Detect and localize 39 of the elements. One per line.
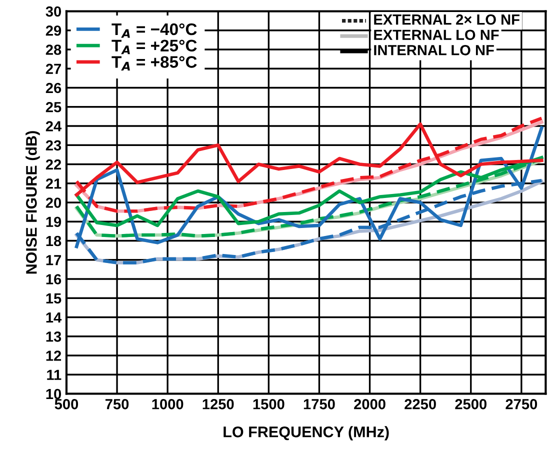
y-tick-label: 13 <box>46 331 62 342</box>
legend-label: T$_{A}$ = +85°C <box>112 56 197 70</box>
y-tick-label: 24 <box>46 121 62 132</box>
x-tick-label: 1250 <box>202 398 234 410</box>
x-tick-label: 1000 <box>152 398 184 410</box>
y-tick-label: 14 <box>46 312 62 323</box>
x-axis-title: LO FREQUENCY (MHz) <box>224 426 389 440</box>
annotation: EXTERNAL LO NF <box>374 30 499 40</box>
x-tick-label: 2000 <box>354 398 386 410</box>
x-tick-label: 750 <box>105 398 129 410</box>
y-tick-label: 21 <box>46 178 62 189</box>
y-tick-label: 20 <box>46 198 62 208</box>
x-tick-label: 1750 <box>304 398 335 410</box>
y-tick-label: 19 <box>46 216 62 228</box>
y-tick-label: 22 <box>46 159 62 170</box>
y-tick-label: 26 <box>46 82 62 94</box>
legend-label: T$_{A}$ = −40°C <box>112 23 197 38</box>
y-tick-label: 25 <box>46 102 62 112</box>
y-tick-label: 23 <box>46 140 62 151</box>
y-tick-label: 16 <box>46 274 62 284</box>
x-tick-label: 2750 <box>506 398 538 410</box>
x-tick-label: 2500 <box>455 398 486 410</box>
y-tick-label: 28 <box>46 44 62 55</box>
x-tick-label: 2250 <box>404 398 436 410</box>
y-tick-label: 27 <box>46 64 61 74</box>
y-tick-label: 17 <box>46 255 61 266</box>
y-tick-label: 18 <box>46 236 62 246</box>
y-axis-title: NOISE FIGURE (dB) <box>26 131 40 274</box>
legend-label: T$_{A}$ = +25°C <box>112 40 197 54</box>
y-tick-label: 30 <box>46 6 62 17</box>
y-tick-label: 11 <box>47 370 62 380</box>
y-tick-label: 15 <box>46 293 62 304</box>
x-tick-label: 500 <box>54 398 78 410</box>
y-tick-label: 10 <box>46 388 62 400</box>
annotation: INTERNAL LO NF <box>374 45 494 56</box>
y-tick-label: 29 <box>46 25 62 36</box>
y-tick-label: 12 <box>46 350 62 361</box>
x-tick-label: 1500 <box>253 398 284 410</box>
annotation: EXTERNAL 2× LO NF <box>374 14 520 25</box>
